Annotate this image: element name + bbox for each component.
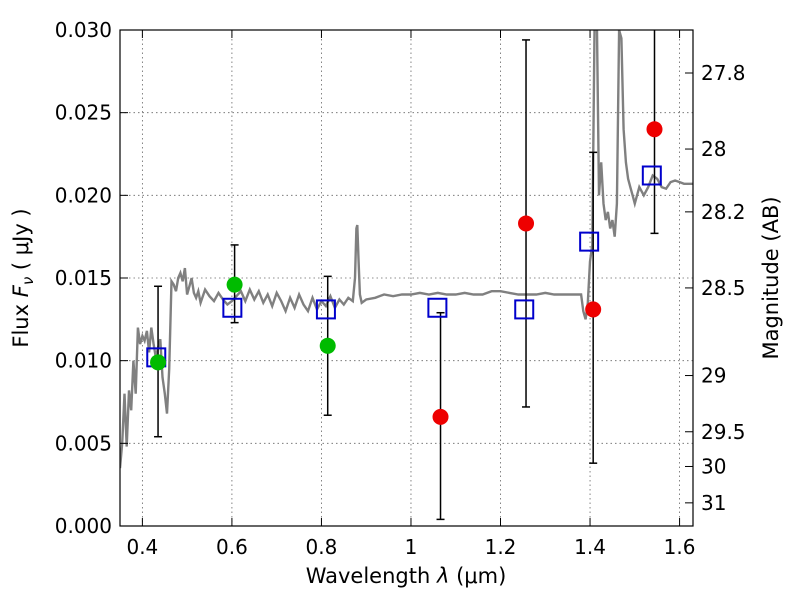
- observed-point: [585, 301, 602, 318]
- observed-point: [646, 121, 663, 138]
- y-tick-label: 0.010: [55, 349, 112, 373]
- y2-tick-label: 30: [701, 454, 726, 478]
- x-axis-ticks: 0.4 0.6 0.8 1 1.2 1.4 1.6: [126, 30, 695, 559]
- model-point: [514, 299, 535, 320]
- y-tick-label: 0.005: [55, 431, 112, 455]
- y2-tick-label: 28.2: [701, 200, 746, 224]
- x-axis-label: Wavelength λ (μm): [306, 564, 507, 588]
- observed-points: [150, 121, 663, 425]
- model-point: [579, 231, 600, 252]
- error-bars: [154, 30, 659, 521]
- observed-point: [432, 408, 449, 425]
- y2-tick-label: 29.5: [701, 420, 746, 444]
- observed-point: [319, 337, 336, 354]
- y-axis-ticks: 0.000 0.005 0.010 0.015 0.020 0.025 0.030: [55, 18, 128, 538]
- x-tick-label: 1.2: [485, 535, 517, 559]
- y2-tick-label: 28: [701, 137, 726, 161]
- model-point: [222, 297, 243, 318]
- observed-point: [226, 276, 243, 293]
- y2-tick-label: 29: [701, 364, 726, 388]
- y2-tick-label: 28.5: [701, 276, 746, 300]
- y-axis-label: Flux Fν ( μJy ): [9, 208, 37, 347]
- x-tick-label: 0.4: [126, 535, 158, 559]
- y-tick-label: 0.025: [55, 101, 112, 125]
- x-tick-label: 1: [405, 535, 418, 559]
- y-tick-label: 0.015: [55, 266, 112, 290]
- model-point: [315, 299, 336, 320]
- y2-axis-label: Magnitude (AB): [759, 196, 783, 359]
- y2-tick-label: 31: [701, 491, 726, 515]
- x-tick-label: 0.6: [216, 535, 248, 559]
- spectrum-line: [120, 30, 693, 469]
- y-tick-label: 0.030: [55, 18, 112, 42]
- x-tick-label: 1.4: [574, 535, 606, 559]
- observed-point: [150, 354, 167, 371]
- y-tick-label: 0.000: [55, 514, 112, 538]
- model-point: [641, 165, 662, 186]
- observed-point: [518, 215, 535, 232]
- model-points: [146, 165, 662, 368]
- y2-axis-ticks: 27.8 28 28.2 28.5 29 29.5 30 31: [685, 61, 746, 515]
- x-tick-label: 1.6: [664, 535, 696, 559]
- y-tick-label: 0.020: [55, 183, 112, 207]
- grid: [120, 29, 693, 527]
- x-tick-label: 0.8: [306, 535, 338, 559]
- y2-tick-label: 27.8: [701, 61, 746, 85]
- model-point: [427, 297, 448, 318]
